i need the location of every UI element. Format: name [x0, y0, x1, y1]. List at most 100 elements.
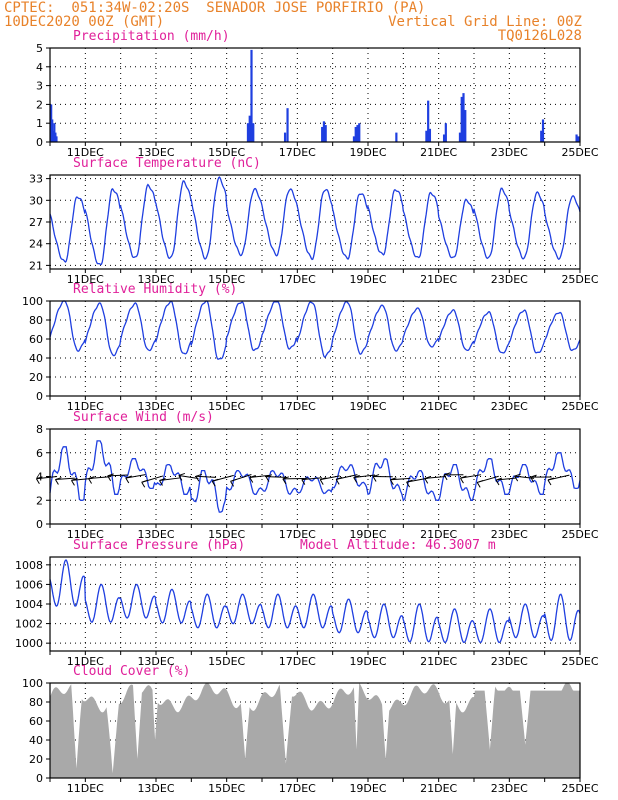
panel-subtitle: Model Altitude: 46.3007 m — [300, 538, 496, 553]
y-tick-label: 40 — [29, 352, 43, 365]
wind-arrow-head — [195, 476, 200, 482]
y-tick-label: 1 — [36, 117, 43, 130]
y-tick-label: 3 — [36, 80, 43, 93]
wind-arrow — [36, 476, 58, 480]
wind-arrow-head — [530, 476, 535, 483]
wind-arrow-head — [335, 479, 340, 485]
x-tick-label: 13DEC — [137, 400, 174, 413]
precip-bar — [354, 126, 357, 142]
header-grid-note: Vertical Grid Line: 00Z — [388, 14, 582, 30]
wind-arrow-head — [125, 477, 130, 484]
x-tick-label: 13DEC — [137, 655, 174, 668]
wind-arrow — [424, 475, 446, 479]
x-tick-label: 17DEC — [279, 273, 316, 286]
precip-bar — [252, 123, 255, 142]
wind-arrow — [265, 476, 287, 478]
temperature-series — [49, 176, 581, 266]
wind-arrow-head — [230, 478, 237, 482]
wind-arrow — [107, 474, 128, 477]
y-tick-label: 21 — [29, 259, 43, 272]
wind-arrow-head — [301, 479, 306, 485]
y-tick-label: 1000 — [15, 637, 43, 650]
wind-arrow-head — [55, 477, 62, 481]
humidity-series — [49, 300, 581, 360]
wind-arrow-head — [159, 477, 166, 481]
panel-title: Relative Humidity (%) — [73, 282, 237, 297]
wind-arrow-head — [514, 475, 519, 482]
wind-arrow-head — [141, 481, 146, 488]
x-tick-label: 23DEC — [491, 528, 528, 541]
x-tick-label: 11DEC — [67, 400, 104, 413]
panel-border — [49, 428, 581, 525]
wind-arrow — [195, 475, 217, 478]
x-tick-label: 11DEC — [67, 273, 104, 286]
x-tick-label: 15DEC — [208, 655, 245, 668]
wind-arrow-head — [335, 476, 343, 480]
x-tick-label: 17DEC — [279, 146, 316, 159]
precip-bar — [246, 123, 250, 142]
y-tick-label: 0 — [36, 390, 43, 403]
precip-bar — [458, 132, 462, 142]
x-tick-label: 21DEC — [420, 146, 457, 159]
wind-arrow-head — [265, 474, 273, 478]
wind-arrow-head — [372, 476, 377, 482]
x-tick-label: 15DEC — [208, 273, 245, 286]
y-tick-label: 80 — [29, 314, 43, 327]
wind-arrow-head — [141, 479, 148, 483]
wind-arrow-head — [460, 475, 467, 479]
precip-bar — [577, 136, 580, 142]
x-tick-label: 21DEC — [420, 782, 457, 795]
x-tick-label: 15DEC — [208, 146, 245, 159]
panel-border — [49, 682, 581, 779]
x-tick-label: 11DEC — [67, 782, 104, 795]
y-tick-label: 80 — [29, 696, 43, 709]
wind-arrow-head — [195, 473, 203, 477]
x-tick-label: 17DEC — [279, 655, 316, 668]
y-tick-label: 33 — [29, 173, 43, 186]
y-tick-label: 5 — [36, 42, 43, 55]
wind-arrow-head — [319, 479, 324, 485]
wind-arrow-head — [530, 474, 537, 478]
y-tick-label: 20 — [29, 753, 43, 766]
wind-arrow — [178, 474, 199, 479]
wind-arrow-head — [35, 478, 40, 484]
panel-title: Cloud Cover (%) — [73, 664, 190, 679]
x-tick-label: 19DEC — [349, 782, 386, 795]
panel-title: Precipitation (mm/h) — [73, 29, 230, 44]
precip-bar — [541, 119, 545, 142]
wind-arrow-head — [406, 479, 413, 483]
wind-arrow-head — [301, 477, 308, 481]
header-model-id: TQ0126L028 — [497, 28, 582, 44]
wind-arrow-head — [320, 477, 327, 481]
header-station: CPTEC: 051:34W-02:20S SENADOR JOSE PORFI… — [4, 0, 426, 16]
y-tick-label: 1004 — [15, 598, 43, 611]
precip-bar — [575, 134, 578, 142]
wind-arrow — [88, 476, 111, 480]
x-tick-label: 23DEC — [491, 400, 528, 413]
wind-arrow-head — [178, 475, 183, 481]
wind-arrow — [301, 477, 323, 481]
x-tick-label: 17DEC — [279, 400, 316, 413]
x-tick-label: 25DEC — [561, 655, 598, 668]
wind-arrow-head — [265, 476, 270, 482]
wind-arrow-head — [282, 476, 290, 480]
y-tick-label: 1008 — [15, 559, 43, 572]
wind-arrow-head — [353, 477, 358, 483]
wind-arrow-head — [249, 477, 254, 483]
wind-arrow-head — [178, 472, 186, 476]
y-tick-label: 40 — [29, 734, 43, 747]
x-tick-label: 13DEC — [137, 273, 174, 286]
precip-bar — [322, 121, 326, 142]
wind-arrow-head — [495, 479, 500, 486]
y-tick-label: 4 — [36, 471, 43, 484]
wind-arrow-head — [514, 473, 521, 477]
wind-arrow-head — [547, 477, 555, 481]
panel-border — [49, 556, 581, 652]
precip-bar — [428, 128, 432, 142]
panel-border — [49, 47, 581, 143]
precip-bar — [395, 132, 398, 142]
x-tick-label: 19DEC — [349, 273, 386, 286]
x-tick-label: 13DEC — [137, 146, 174, 159]
wind-arrow-head — [211, 481, 216, 487]
